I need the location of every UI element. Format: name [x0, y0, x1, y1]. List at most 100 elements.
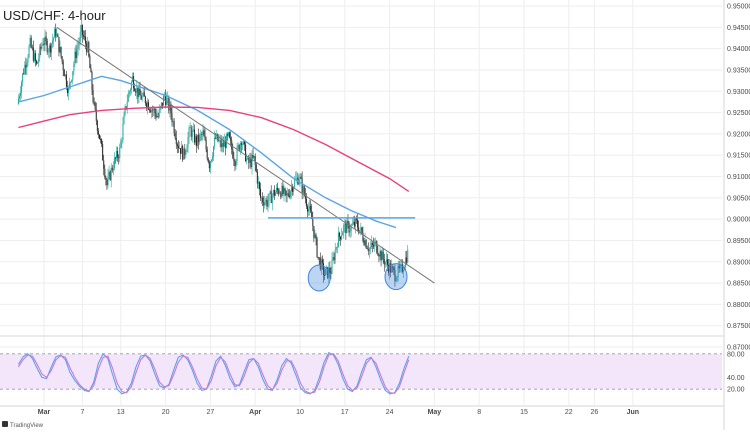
candle-body — [340, 236, 342, 240]
candle-body — [330, 273, 332, 274]
candle-body — [261, 197, 263, 199]
candle-body — [329, 268, 331, 274]
candle-body — [363, 240, 365, 245]
candle-body — [120, 141, 122, 148]
candle-body — [377, 252, 379, 256]
candle-body — [359, 230, 361, 233]
candle-body — [75, 51, 77, 59]
candle-body — [146, 102, 148, 108]
candle-body — [98, 134, 100, 140]
candle-body — [299, 176, 301, 180]
candle-body — [206, 149, 208, 159]
candle-body — [24, 64, 26, 74]
candle-body — [372, 243, 374, 245]
candle-body — [213, 146, 215, 157]
candle-body — [319, 257, 321, 270]
candle-body — [246, 158, 248, 162]
candle-body — [353, 221, 355, 227]
candle-body — [102, 144, 104, 161]
candle-body — [331, 259, 333, 274]
candle-body — [251, 155, 253, 168]
candle-body — [376, 241, 378, 253]
candle-body — [272, 190, 274, 196]
candle-body — [125, 106, 127, 108]
candle-body — [289, 191, 291, 197]
candle-body — [273, 190, 275, 196]
candle-body — [123, 114, 125, 125]
candle-body — [222, 143, 224, 147]
candle-body — [399, 265, 401, 269]
candle-body — [53, 37, 55, 41]
candle-body — [264, 201, 266, 206]
candle-body — [333, 257, 335, 261]
candle-body — [161, 102, 163, 106]
candle-body — [162, 95, 164, 106]
candle-body — [336, 247, 338, 248]
candle-body — [141, 95, 143, 100]
candle-body — [89, 56, 91, 69]
candle-body — [18, 96, 20, 99]
candle-body — [153, 108, 155, 111]
candle-body — [47, 51, 49, 53]
y-tick-label: 0.88500 — [727, 281, 750, 288]
candle-body — [223, 141, 225, 147]
candle-body — [308, 208, 310, 212]
candle-body — [267, 201, 269, 207]
candle-body — [348, 222, 350, 233]
candle-body — [63, 70, 65, 77]
candle-body — [180, 148, 182, 154]
candle-body — [341, 235, 343, 240]
candle-body — [302, 186, 304, 193]
candle-body — [344, 223, 346, 226]
candle-body — [296, 177, 298, 179]
y-tick-label: 0.89000 — [727, 259, 750, 266]
candle-body — [401, 264, 403, 272]
candle-body — [379, 250, 381, 257]
candle-body — [368, 248, 370, 252]
candle-body — [57, 34, 59, 38]
candle-body — [184, 148, 186, 155]
trendline — [56, 26, 435, 284]
candle-body — [253, 155, 255, 158]
candle-body — [90, 68, 92, 73]
candle-body — [70, 81, 72, 83]
candle-body — [107, 176, 109, 186]
candle-body — [215, 137, 217, 139]
candle-body — [59, 46, 61, 53]
x-tick-label: 13 — [117, 409, 125, 416]
y-tick-label: 0.90000 — [727, 217, 750, 224]
x-tick-label: 10 — [296, 409, 304, 416]
candle-body — [27, 57, 29, 63]
candle-body — [282, 185, 284, 194]
x-tick-label: 27 — [207, 409, 215, 416]
candle-body — [280, 192, 282, 198]
candle-body — [129, 89, 131, 92]
candle-body — [41, 45, 43, 49]
candle-body — [109, 171, 111, 181]
candle-body — [205, 139, 207, 150]
oscillator-band — [0, 353, 722, 390]
candle-body — [30, 37, 32, 48]
candle-body — [124, 106, 126, 115]
candle-body — [112, 168, 114, 171]
candle-body — [237, 145, 239, 147]
candle-body — [230, 137, 232, 141]
candle-body — [122, 124, 124, 141]
double-bottom-highlight — [307, 264, 331, 292]
candle-body — [34, 53, 36, 61]
candle-body — [315, 234, 317, 239]
candle-body — [310, 206, 312, 212]
candle-body — [392, 266, 394, 268]
candle-body — [185, 151, 187, 155]
candle-body — [398, 265, 400, 269]
candle-body — [72, 71, 74, 80]
candle-body — [210, 159, 212, 162]
candle-body — [385, 259, 387, 262]
candle-body — [244, 141, 246, 145]
candle-body — [76, 48, 78, 59]
candle-body — [218, 140, 220, 142]
candle-body — [130, 81, 132, 90]
candle-body — [335, 247, 337, 250]
